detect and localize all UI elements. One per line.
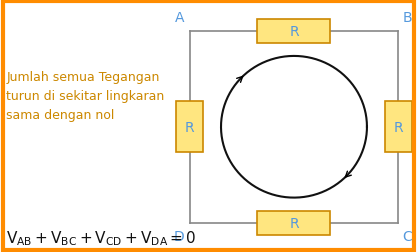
Text: A: A: [175, 11, 184, 25]
Text: Jumlah semua Tegangan
turun di sekitar lingkaran
sama dengan nol: Jumlah semua Tegangan turun di sekitar l…: [6, 70, 164, 121]
Text: $\mathrm{V_{AB} + V_{BC} + V_{CD} + V_{DA} = 0}$: $\mathrm{V_{AB} + V_{BC} + V_{CD} + V_{D…: [6, 229, 196, 247]
Text: R: R: [393, 120, 403, 134]
Text: C: C: [402, 229, 412, 243]
FancyBboxPatch shape: [257, 211, 330, 235]
FancyBboxPatch shape: [176, 102, 203, 152]
FancyBboxPatch shape: [384, 102, 412, 152]
Text: D: D: [174, 229, 185, 243]
Text: R: R: [289, 216, 299, 230]
Text: R: R: [289, 24, 299, 39]
FancyBboxPatch shape: [257, 19, 330, 43]
Text: B: B: [402, 11, 412, 25]
Text: R: R: [185, 120, 195, 134]
